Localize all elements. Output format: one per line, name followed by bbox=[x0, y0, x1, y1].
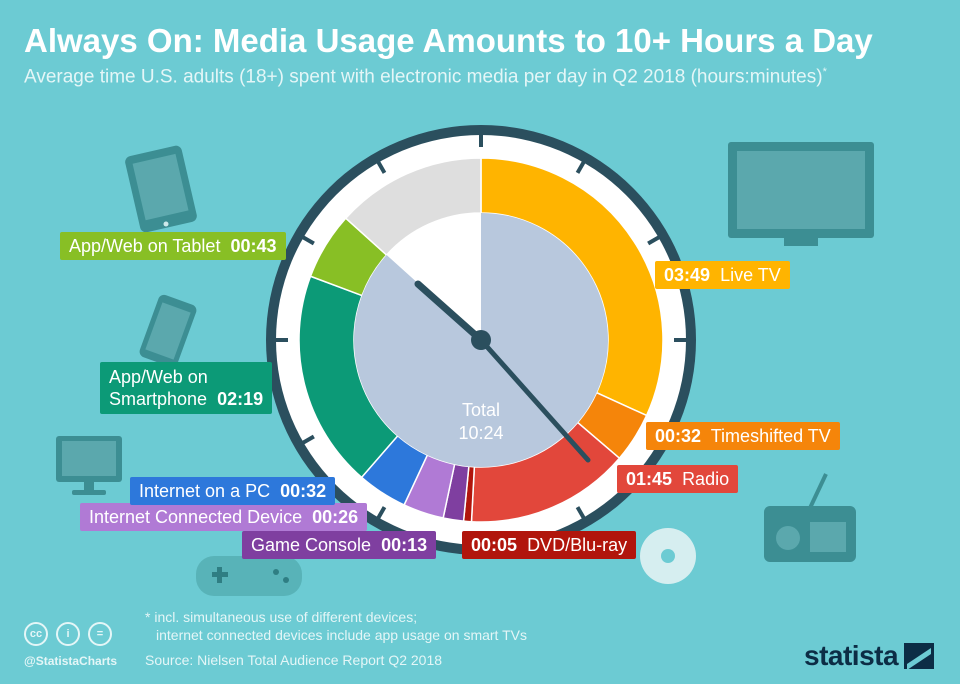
label-live-tv: 03:49 Live TV bbox=[655, 261, 790, 289]
minute-hand bbox=[478, 337, 591, 463]
nd-icon: = bbox=[88, 622, 112, 646]
label-connected-device: Internet Connected Device 00:26 bbox=[80, 503, 368, 531]
source-note: Source: Nielsen Total Audience Report Q2… bbox=[145, 652, 443, 668]
tv-icon bbox=[728, 142, 874, 246]
clock-tick bbox=[374, 157, 387, 174]
radio-icon bbox=[764, 473, 856, 562]
label-pc: Internet on a PC 00:32 bbox=[130, 477, 336, 505]
page-subtitle: Average time U.S. adults (18+) spent wit… bbox=[24, 66, 827, 88]
total-label: Total bbox=[462, 400, 500, 420]
label-game-console: Game Console 00:13 bbox=[242, 531, 437, 559]
by-icon: i bbox=[56, 622, 80, 646]
brand-mark-icon bbox=[904, 643, 934, 669]
label-tablet: App/Web on Tablet 00:43 bbox=[60, 232, 286, 260]
clock-tick bbox=[298, 434, 315, 447]
label-dvd: 00:05 DVD/Blu-ray bbox=[462, 531, 637, 559]
smartphone-icon bbox=[139, 294, 197, 368]
disc-icon bbox=[640, 528, 696, 584]
social-handle: @StatistaCharts bbox=[24, 654, 118, 668]
label-radio: 01:45 Radio bbox=[617, 465, 739, 493]
total-value: 10:24 bbox=[458, 423, 503, 443]
license-icons: cc i = bbox=[24, 622, 120, 646]
clock-tick bbox=[647, 233, 664, 246]
clock-tick bbox=[374, 506, 387, 523]
clock-tick bbox=[575, 506, 588, 523]
cc-icon: cc bbox=[24, 622, 48, 646]
footnote: * incl. simultaneous use of different de… bbox=[145, 609, 527, 643]
gamepad-icon bbox=[196, 556, 302, 596]
clock-tick bbox=[575, 157, 588, 174]
clock-center bbox=[471, 330, 491, 350]
tablet-icon bbox=[125, 145, 197, 233]
clock-hands bbox=[414, 280, 591, 463]
clock-tick bbox=[298, 233, 315, 246]
label-smartphone: App/Web on Smartphone 02:19 bbox=[100, 362, 273, 414]
pc-monitor-icon bbox=[56, 436, 122, 495]
hour-hand bbox=[414, 280, 485, 344]
pie-slices bbox=[298, 157, 664, 523]
brand-logo[interactable]: statista bbox=[804, 640, 899, 671]
label-timeshifted-tv: 00:32 Timeshifted TV bbox=[646, 422, 840, 450]
page-title: Always On: Media Usage Amounts to 10+ Ho… bbox=[24, 22, 873, 59]
